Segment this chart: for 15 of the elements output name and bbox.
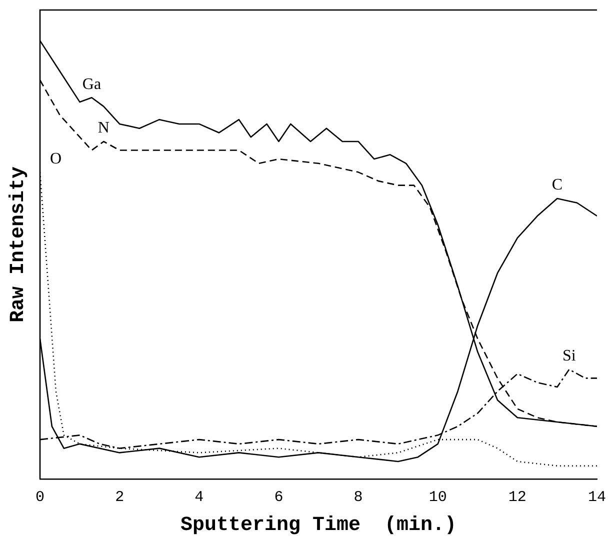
series-label: C [552, 176, 563, 194]
x-tick-label: 14 [588, 488, 606, 506]
y-axis-title: Raw Intensity [7, 166, 30, 323]
x-tick-label: 2 [115, 488, 124, 506]
series-label: O [50, 150, 62, 168]
x-tick-label: 10 [428, 488, 447, 506]
x-tick-label: 12 [508, 488, 526, 506]
x-tick-label: 0 [35, 488, 45, 506]
x-tick-label: 6 [274, 488, 284, 506]
series-label: Ga [82, 76, 102, 93]
series-label: N [98, 120, 110, 137]
x-tick-label: 4 [194, 488, 204, 506]
series-label: Si [562, 348, 576, 365]
x-tick-label: 8 [354, 488, 363, 506]
x-axis-title: Sputtering Time (min.) [180, 514, 457, 538]
